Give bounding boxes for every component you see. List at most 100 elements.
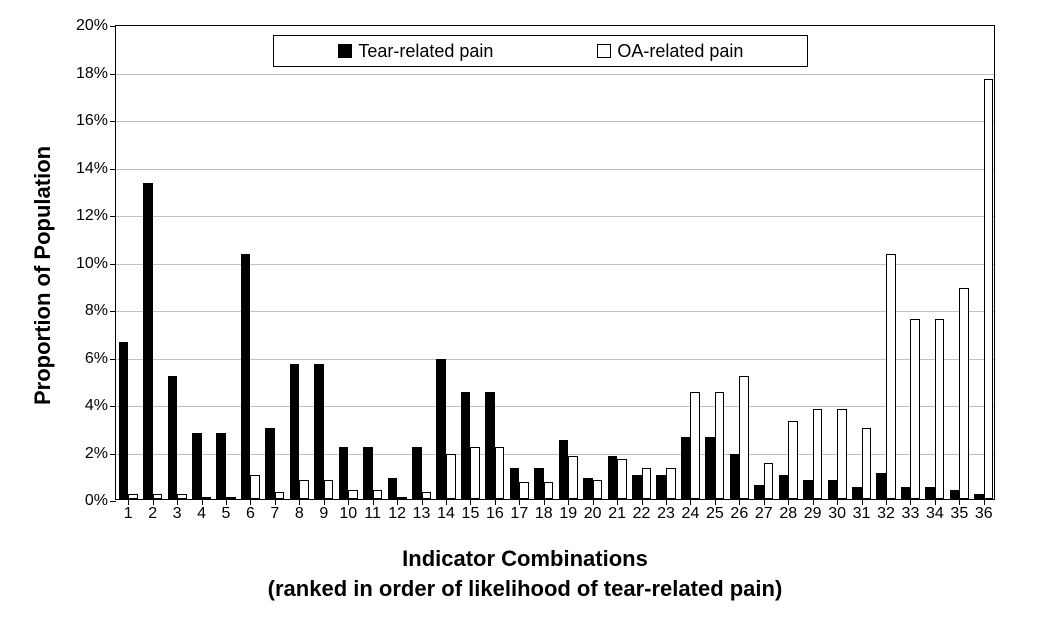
bar-oa-related-pain [324,480,334,499]
y-tick-label: 6% [85,350,116,368]
bar-tear-related-pain [925,487,935,499]
x-tick-label: 9 [319,499,328,523]
y-tick-label: 18% [76,65,116,83]
bar-tear-related-pain [901,487,911,499]
bar-oa-related-pain [226,497,236,499]
x-axis-title-line1: Indicator Combinations [0,544,1050,574]
y-tick-label: 12% [76,207,116,225]
bar-tear-related-pain [119,342,129,499]
bar-oa-related-pain [813,409,823,499]
bar-tear-related-pain [534,468,544,499]
bar-tear-related-pain [485,392,495,499]
bar-oa-related-pain [446,454,456,499]
x-tick-label: 33 [902,499,920,523]
bar-tear-related-pain [754,485,764,499]
bar-tear-related-pain [632,475,642,499]
bar-oa-related-pain [617,459,627,499]
y-tick-label: 8% [85,302,116,320]
x-tick-label: 11 [364,499,381,523]
bar-oa-related-pain [837,409,847,499]
x-tick-label: 18 [535,499,553,523]
bar-oa-related-pain [959,288,969,499]
bar-oa-related-pain [788,421,798,499]
x-tick-label: 26 [730,499,748,523]
bar-oa-related-pain [666,468,676,499]
y-tick-label: 10% [76,255,116,273]
y-tick-label: 2% [85,445,116,463]
y-tick-label: 14% [76,160,116,178]
x-tick-label: 24 [682,499,700,523]
bar-oa-related-pain [495,447,505,499]
bar-tear-related-pain [876,473,886,499]
legend: Tear-related pain OA-related pain [273,35,808,67]
x-axis-title-line2: (ranked in order of likelihood of tear-r… [0,574,1050,604]
bar-oa-related-pain [177,494,187,499]
bar-tear-related-pain [656,475,666,499]
bar-tear-related-pain [290,364,300,499]
bar-oa-related-pain [739,376,749,500]
bar-oa-related-pain [299,480,309,499]
bar-oa-related-pain [470,447,480,499]
bar-oa-related-pain [715,392,725,499]
y-tick-label: 16% [76,112,116,130]
bar-tear-related-pain [192,433,202,500]
bar-tear-related-pain [510,468,520,499]
bar-tear-related-pain [241,254,251,499]
bar-tear-related-pain [950,490,960,500]
x-tick-label: 2 [148,499,157,523]
bar-tear-related-pain [974,494,984,499]
bar-oa-related-pain [935,319,945,500]
x-tick-label: 15 [462,499,480,523]
bar-tear-related-pain [461,392,471,499]
legend-label: Tear-related pain [358,41,493,62]
legend-swatch [338,44,352,58]
x-tick-label: 7 [270,499,279,523]
x-tick-label: 27 [755,499,773,523]
bar-tear-related-pain [559,440,569,499]
bar-oa-related-pain [275,492,285,499]
grid-line [116,216,994,217]
x-tick-label: 3 [173,499,182,523]
bar-tear-related-pain [216,433,226,500]
x-tick-label: 34 [926,499,944,523]
x-tick-label: 4 [197,499,206,523]
bar-tear-related-pain [779,475,789,499]
x-tick-label: 14 [437,499,455,523]
bar-oa-related-pain [642,468,652,499]
grid-line [116,121,994,122]
bar-oa-related-pain [397,497,407,499]
grid-line [116,169,994,170]
bar-tear-related-pain [852,487,862,499]
x-tick-label: 17 [510,499,528,523]
bar-tear-related-pain [412,447,422,499]
legend-label: OA-related pain [617,41,743,62]
legend-swatch [597,44,611,58]
x-tick-label: 28 [779,499,797,523]
bar-tear-related-pain [168,376,178,500]
bar-oa-related-pain [862,428,872,499]
bar-oa-related-pain [984,79,994,499]
bar-tear-related-pain [314,364,324,499]
x-tick-label: 1 [124,499,133,523]
x-tick-label: 10 [339,499,357,523]
bar-tear-related-pain [681,437,691,499]
bar-tear-related-pain [803,480,813,499]
x-tick-label: 29 [804,499,822,523]
bar-tear-related-pain [705,437,715,499]
y-tick-label: 20% [76,17,116,35]
x-tick-label: 31 [853,499,871,523]
x-axis-title: Indicator Combinations (ranked in order … [0,544,1050,603]
x-tick-label: 21 [608,499,626,523]
bar-tear-related-pain [436,359,446,499]
bar-oa-related-pain [690,392,700,499]
x-tick-label: 30 [828,499,846,523]
bar-oa-related-pain [593,480,603,499]
x-tick-label: 25 [706,499,724,523]
bar-oa-related-pain [910,319,920,500]
bar-tear-related-pain [265,428,275,499]
x-tick-label: 6 [246,499,255,523]
bar-oa-related-pain [422,492,432,499]
bar-oa-related-pain [128,494,138,499]
legend-item: OA-related pain [597,41,743,62]
bar-oa-related-pain [886,254,896,499]
